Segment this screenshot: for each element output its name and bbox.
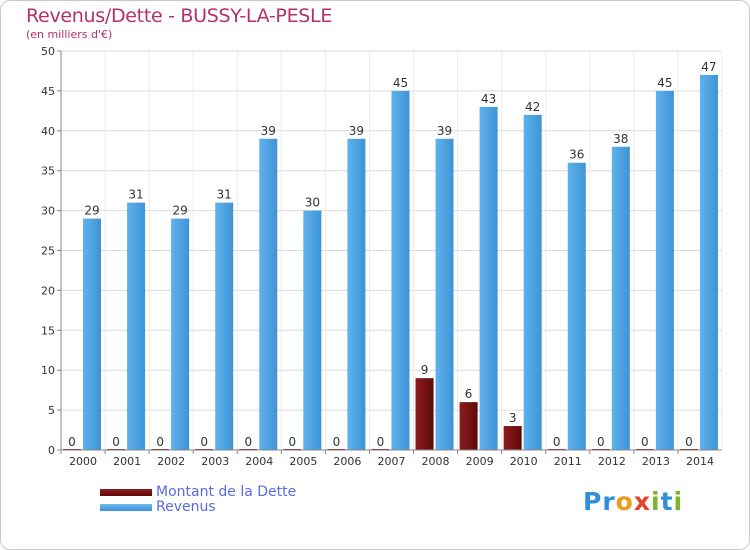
- proxiti-logo: Proxiti: [583, 487, 683, 516]
- y-tick-label: 35: [41, 165, 55, 178]
- debt-value-label: 6: [465, 387, 473, 401]
- logo-letter: r: [602, 487, 616, 516]
- revenue-bar: [83, 218, 101, 450]
- revenue-bar: [611, 146, 630, 450]
- debt-value-label: 0: [641, 435, 649, 449]
- legend-label-revenue: Revenus: [156, 499, 216, 515]
- legend-swatch-revenue: [100, 504, 152, 511]
- revenue-bar: [567, 162, 586, 450]
- y-tick-label: 5: [48, 404, 55, 417]
- revenue-value-label: 39: [437, 124, 452, 138]
- revenue-value-label: 31: [128, 188, 143, 202]
- revenue-bar: [215, 202, 234, 450]
- y-tick-label: 40: [41, 125, 55, 138]
- y-tick-label: 25: [41, 245, 55, 258]
- chart-title: Revenus/Dette - BUSSY-LA-PESLE: [26, 5, 333, 27]
- debt-value-label: 3: [509, 411, 517, 425]
- x-tick-label: 2010: [510, 455, 538, 468]
- revenue-bar: [655, 90, 674, 451]
- x-tick-label: 2005: [289, 455, 317, 468]
- debt-value-label: 9: [421, 363, 429, 377]
- revenue-value-label: 45: [657, 76, 672, 90]
- debt-value-label: 0: [685, 435, 693, 449]
- x-tick-label: 2007: [378, 455, 406, 468]
- logo-letter: o: [615, 487, 634, 516]
- debt-value-label: 0: [289, 435, 297, 449]
- y-tick-label: 45: [41, 85, 55, 98]
- revenue-bar: [171, 218, 190, 450]
- legend-label-debt: Montant de la Dette: [156, 484, 297, 500]
- revenue-value-label: 31: [217, 188, 232, 202]
- x-tick-label: 2012: [598, 455, 626, 468]
- x-tick-label: 2008: [422, 455, 450, 468]
- debt-value-label: 0: [68, 435, 76, 449]
- x-tick-label: 2001: [113, 455, 141, 468]
- revenue-value-label: 29: [84, 204, 99, 218]
- debt-value-label: 0: [597, 435, 605, 449]
- debt-bar: [415, 378, 434, 450]
- debt-value-label: 0: [333, 435, 341, 449]
- y-tick-label: 0: [48, 444, 55, 457]
- revenue-bar: [303, 210, 322, 450]
- revenue-value-label: 43: [481, 92, 496, 106]
- revenue-bar: [435, 138, 454, 450]
- logo-letter: x: [633, 487, 651, 516]
- x-tick-label: 2002: [157, 455, 185, 468]
- x-tick-label: 2011: [554, 455, 582, 468]
- debt-value-label: 0: [156, 435, 164, 449]
- revenue-bar: [391, 90, 410, 451]
- debt-value-label: 0: [200, 435, 208, 449]
- y-tick-label: 10: [41, 364, 55, 377]
- revenue-value-label: 39: [261, 124, 276, 138]
- logo-letter: i: [673, 487, 684, 516]
- revenue-value-label: 39: [349, 124, 364, 138]
- revenue-value-label: 42: [525, 100, 540, 114]
- logo-letter: P: [583, 487, 603, 516]
- debt-value-label: 0: [112, 435, 120, 449]
- revenue-value-label: 36: [569, 148, 584, 162]
- logo-letter: t: [660, 487, 674, 516]
- y-tick-label: 30: [41, 205, 55, 218]
- revenue-bar: [127, 202, 146, 450]
- revenue-value-label: 38: [613, 132, 628, 146]
- x-tick-label: 2009: [466, 455, 494, 468]
- x-tick-label: 2013: [642, 455, 670, 468]
- x-tick-label: 2004: [245, 455, 273, 468]
- revenue-bar: [259, 138, 278, 450]
- legend-swatch-debt: [100, 489, 152, 496]
- revenue-bar: [699, 74, 718, 450]
- revenue-value-label: 30: [305, 196, 320, 210]
- y-tick-label: 50: [41, 45, 55, 58]
- debt-value-label: 0: [244, 435, 252, 449]
- x-tick-label: 2000: [69, 455, 97, 468]
- x-tick-label: 2014: [686, 455, 714, 468]
- debt-value-label: 0: [377, 435, 385, 449]
- debt-bar: [459, 402, 478, 450]
- debt-bar: [503, 426, 522, 450]
- revenue-value-label: 45: [393, 76, 408, 90]
- revenue-bar: [479, 106, 498, 451]
- x-tick-label: 2006: [333, 455, 361, 468]
- revenue-value-label: 47: [701, 60, 716, 74]
- y-tick-label: 20: [41, 284, 55, 297]
- y-tick-label: 15: [41, 324, 55, 337]
- debt-value-label: 0: [553, 435, 561, 449]
- revenue-value-label: 29: [172, 204, 187, 218]
- revenue-bar: [347, 138, 366, 450]
- revenue-bar: [523, 114, 542, 450]
- chart-subtitle: (en milliers d'€): [26, 28, 113, 41]
- logo-letter: i: [651, 487, 661, 516]
- x-tick-label: 2003: [201, 455, 229, 468]
